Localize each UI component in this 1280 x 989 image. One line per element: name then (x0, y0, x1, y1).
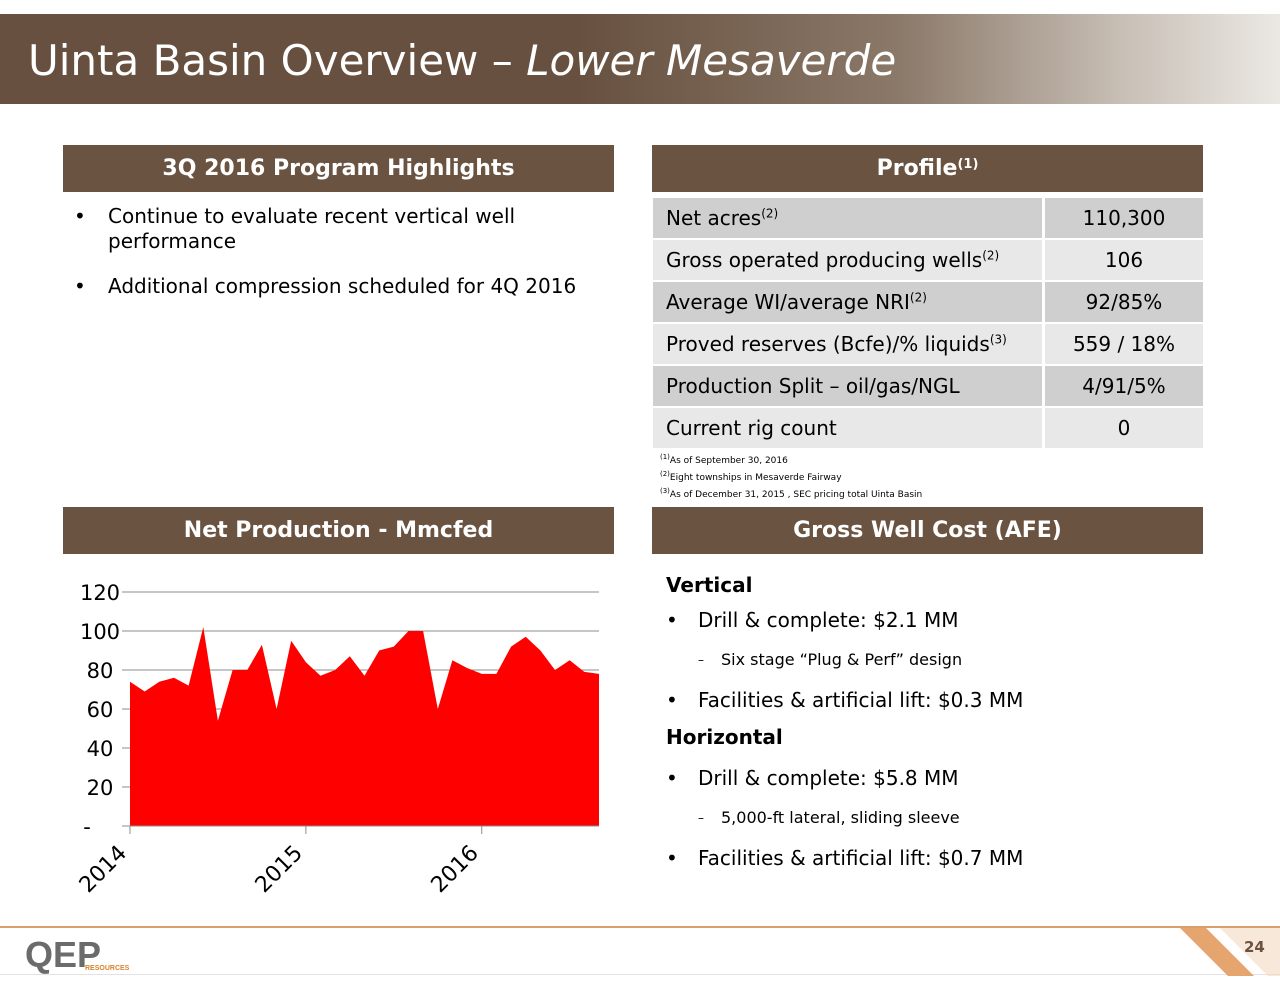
highlight-bullet: Additional compression scheduled for 4Q … (74, 274, 614, 299)
production-header: Net Production - Mmcfed (63, 507, 614, 554)
slide-title: Uinta Basin Overview – Lower Mesaverde (28, 36, 897, 85)
y-tick-label: 60 (87, 698, 114, 722)
profile-table: Net acres(2) 110,300 Gross operated prod… (653, 196, 1203, 450)
highlight-bullet: Continue to evaluate recent vertical wel… (74, 204, 614, 254)
table-row: Average WI/average NRI(2) 92/85% (653, 282, 1203, 322)
corner-decoration (1180, 928, 1280, 976)
y-tick-label: 100 (80, 620, 120, 644)
profile-header: Profile (1) (652, 145, 1203, 192)
footnote: (3)As of December 31, 2015 , SEC pricing… (660, 487, 923, 500)
afe-header: Gross Well Cost (AFE) (652, 507, 1203, 554)
table-row: Proved reserves (Bcfe)/% liquids(3) 559 … (653, 324, 1203, 364)
afe-vertical-heading: Vertical (666, 573, 753, 597)
highlights-list: Continue to evaluate recent vertical wel… (74, 204, 614, 319)
afe-sub-bullet: 5,000-ft lateral, sliding sleeve (666, 798, 1226, 838)
highlights-header: 3Q 2016 Program Highlights (63, 145, 614, 192)
qep-logo: QEP RESOURCES (25, 935, 130, 975)
net-production-chart: - 20 40 60 80 100 120 2014 2015 2016 (75, 581, 599, 898)
y-tick-label: 40 (87, 737, 114, 761)
table-row: Production Split – oil/gas/NGL 4/91/5% (653, 366, 1203, 406)
x-tick-label: 2016 (427, 841, 484, 898)
afe-sub-bullet: Six stage “Plug & Perf” design (666, 640, 1226, 680)
y-tick-label: 80 (87, 659, 114, 683)
table-row: Net acres(2) 110,300 (653, 198, 1203, 238)
footnote: (1)As of September 30, 2016 (660, 453, 788, 466)
x-tick-label: 2014 (75, 841, 132, 898)
y-tick-label: 120 (80, 581, 120, 605)
title-bar: Uinta Basin Overview – Lower Mesaverde (0, 14, 1280, 104)
afe-bullet: Facilities & artificial lift: $0.7 MM (666, 838, 1226, 878)
y-tick-label: - (83, 815, 91, 839)
afe-bullet: Drill & complete: $5.8 MM (666, 758, 1226, 798)
svg-text:RESOURCES: RESOURCES (85, 965, 130, 972)
footer-divider (0, 974, 1280, 975)
x-tick-label: 2015 (251, 841, 308, 898)
footer-divider (0, 926, 1280, 928)
production-area (130, 627, 599, 826)
table-row: Current rig count 0 (653, 408, 1203, 448)
table-row: Gross operated producing wells(2) 106 (653, 240, 1203, 280)
svg-text:QEP: QEP (25, 935, 101, 975)
afe-bullet: Drill & complete: $2.1 MM (666, 600, 1226, 640)
afe-list: Vertical Drill & complete: $2.1 MM Six s… (666, 570, 1226, 878)
afe-horizontal-heading: Horizontal (666, 725, 783, 749)
page-number: 24 (1244, 938, 1265, 956)
profile-footnotes: (1)As of September 30, 2016 (2)Eight tow… (660, 451, 922, 502)
footnote: (2)Eight townships in Mesaverde Fairway (660, 470, 842, 483)
afe-bullet: Facilities & artificial lift: $0.3 MM (666, 680, 1226, 720)
y-tick-label: 20 (87, 776, 114, 800)
